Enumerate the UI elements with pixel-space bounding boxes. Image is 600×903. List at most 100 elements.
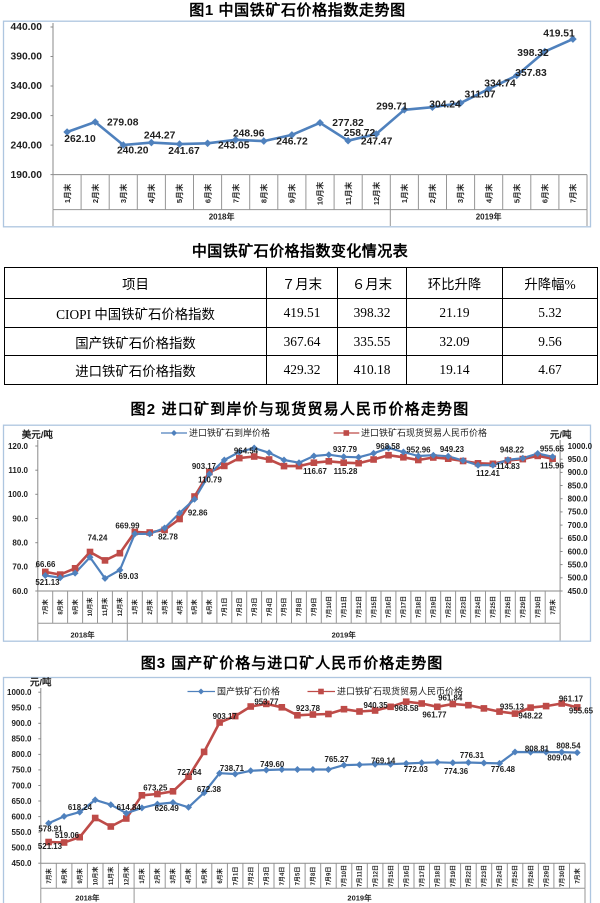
svg-text:440.00: 440.00: [11, 22, 43, 33]
svg-text:240.00: 240.00: [11, 140, 43, 151]
svg-text:550.0: 550.0: [568, 560, 589, 569]
svg-text:9月末: 9月末: [287, 183, 297, 203]
svg-text:7月末: 7月末: [42, 598, 50, 614]
svg-text:7月10日: 7月10日: [340, 865, 348, 887]
svg-text:8月末: 8月末: [56, 598, 64, 614]
svg-text:4月末: 4月末: [176, 598, 184, 614]
svg-text:7月2日: 7月2日: [236, 598, 244, 617]
svg-text:美元/吨: 美元/吨: [21, 429, 54, 441]
svg-text:304.24: 304.24: [429, 100, 461, 111]
svg-text:7月22日: 7月22日: [465, 865, 473, 887]
svg-text:669.99: 669.99: [115, 522, 140, 531]
svg-text:4月末: 4月末: [185, 867, 193, 883]
svg-text:673.25: 673.25: [143, 783, 168, 792]
svg-text:7月11日: 7月11日: [356, 865, 364, 887]
svg-text:390.00: 390.00: [11, 52, 43, 63]
svg-text:7月3日: 7月3日: [263, 867, 271, 886]
svg-text:80.0: 80.0: [12, 539, 28, 548]
svg-text:650.0: 650.0: [568, 534, 589, 543]
svg-text:3月末: 3月末: [118, 183, 128, 203]
svg-text:700.0: 700.0: [11, 781, 32, 790]
svg-text:5月末: 5月末: [174, 183, 184, 203]
svg-text:3月末: 3月末: [455, 183, 465, 203]
svg-text:7月29日: 7月29日: [519, 596, 527, 618]
svg-text:12月末: 12月末: [123, 866, 131, 886]
svg-text:12月末: 12月末: [371, 181, 381, 205]
svg-text:9月末: 9月末: [71, 598, 79, 614]
svg-text:7月16日: 7月16日: [402, 865, 410, 887]
svg-text:940.35: 940.35: [364, 701, 389, 710]
svg-text:6月末: 6月末: [206, 598, 214, 614]
svg-text:2019年: 2019年: [332, 630, 357, 640]
svg-text:11月末: 11月末: [343, 182, 353, 205]
svg-text:110.79: 110.79: [198, 476, 222, 485]
svg-text:7月1日: 7月1日: [231, 867, 239, 886]
svg-text:900.0: 900.0: [11, 719, 32, 728]
svg-text:750.0: 750.0: [568, 508, 589, 517]
svg-text:元/吨: 元/吨: [30, 677, 52, 689]
svg-text:937.79: 937.79: [333, 445, 358, 454]
svg-text:776.48: 776.48: [491, 765, 516, 774]
svg-text:1000.0: 1000.0: [7, 688, 32, 697]
svg-text:248.96: 248.96: [233, 128, 265, 139]
svg-text:6月末: 6月末: [216, 867, 224, 883]
svg-text:961.17: 961.17: [559, 694, 584, 703]
svg-text:700.0: 700.0: [568, 521, 589, 530]
svg-text:10月末: 10月末: [86, 597, 94, 617]
svg-text:2月末: 2月末: [154, 867, 162, 883]
svg-text:1月末: 1月末: [62, 183, 72, 203]
svg-text:953.77: 953.77: [254, 697, 279, 706]
svg-text:299.71: 299.71: [376, 101, 408, 112]
svg-text:120.0: 120.0: [8, 442, 29, 451]
svg-text:1月末: 1月末: [399, 183, 409, 203]
svg-text:246.72: 246.72: [276, 137, 308, 148]
svg-text:3月末: 3月末: [169, 867, 177, 883]
svg-text:279.08: 279.08: [107, 118, 139, 129]
svg-text:923.78: 923.78: [296, 704, 321, 713]
svg-text:500.0: 500.0: [568, 574, 589, 583]
svg-text:115.96: 115.96: [540, 462, 564, 471]
svg-text:809.04: 809.04: [547, 754, 572, 763]
svg-text:7月12日: 7月12日: [371, 865, 379, 887]
svg-text:2018年: 2018年: [75, 892, 100, 902]
svg-text:7月9日: 7月9日: [310, 598, 318, 617]
svg-text:398.32: 398.32: [517, 48, 549, 59]
svg-text:7月19日: 7月19日: [430, 596, 438, 618]
svg-text:5月末: 5月末: [200, 867, 208, 883]
svg-text:7月5日: 7月5日: [294, 867, 302, 886]
svg-text:7月25日: 7月25日: [489, 596, 497, 618]
svg-text:92.86: 92.86: [188, 509, 208, 518]
svg-text:8月末: 8月末: [259, 183, 269, 203]
svg-text:7月12日: 7月12日: [355, 596, 363, 618]
svg-text:70.0: 70.0: [12, 563, 28, 572]
svg-text:521.13: 521.13: [38, 842, 63, 851]
svg-text:7月4日: 7月4日: [278, 867, 286, 886]
svg-text:262.10: 262.10: [64, 134, 96, 145]
svg-text:60.0: 60.0: [12, 587, 28, 596]
svg-text:749.60: 749.60: [260, 760, 285, 769]
svg-text:769.14: 769.14: [371, 756, 396, 765]
svg-text:115.28: 115.28: [334, 467, 358, 476]
svg-text:949.23: 949.23: [440, 445, 465, 454]
svg-text:903.17: 903.17: [192, 462, 217, 471]
svg-text:7月8日: 7月8日: [295, 598, 303, 617]
svg-text:7月19日: 7月19日: [449, 865, 457, 887]
svg-text:952.96: 952.96: [406, 446, 431, 455]
svg-text:7月末: 7月末: [230, 183, 240, 203]
svg-text:903.17: 903.17: [213, 712, 238, 721]
svg-text:7月末: 7月末: [573, 867, 581, 883]
svg-text:774.36: 774.36: [444, 767, 469, 776]
svg-text:7月23日: 7月23日: [480, 865, 488, 887]
svg-text:521.13: 521.13: [35, 578, 60, 587]
svg-text:11月末: 11月末: [101, 597, 109, 616]
svg-text:7月15日: 7月15日: [387, 865, 395, 887]
svg-text:7月3日: 7月3日: [250, 598, 258, 617]
svg-text:1月末: 1月末: [131, 598, 139, 614]
svg-text:2月末: 2月末: [427, 183, 437, 203]
svg-text:258.72: 258.72: [344, 128, 376, 139]
svg-text:240.20: 240.20: [117, 145, 149, 156]
svg-text:7月22日: 7月22日: [444, 596, 452, 618]
svg-text:800.0: 800.0: [568, 495, 589, 504]
svg-text:元/吨: 元/吨: [550, 429, 572, 441]
svg-text:进口铁矿石现货贸易人民币价格: 进口铁矿石现货贸易人民币价格: [361, 427, 487, 438]
